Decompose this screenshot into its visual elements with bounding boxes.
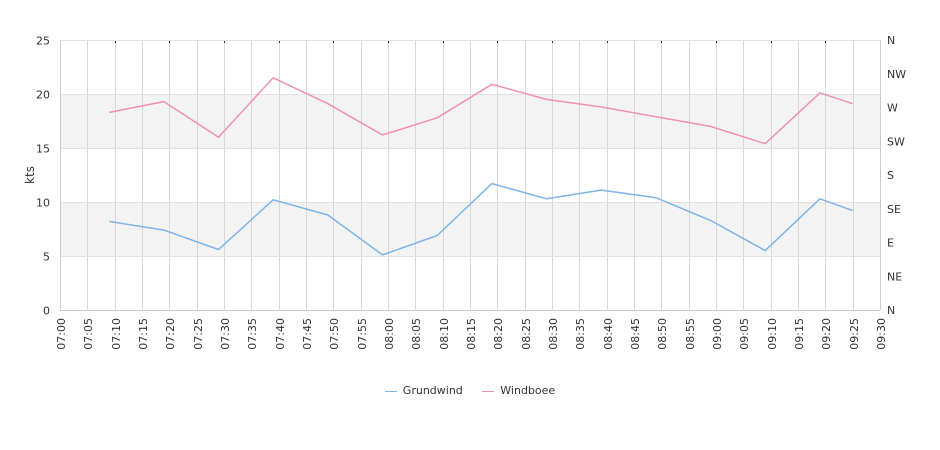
x-tick-label: 08:05	[410, 318, 423, 350]
legend: Grundwind Windboee	[0, 384, 940, 397]
x-tick-label: 09:20	[820, 318, 833, 350]
x-tick-label: 07:10	[110, 318, 123, 350]
y-tick-label: 15	[36, 143, 50, 156]
y-tick-label: 25	[36, 35, 50, 48]
series-line-1	[109, 77, 853, 145]
x-tick-label: 07:00	[55, 318, 68, 350]
series-lines	[109, 77, 853, 256]
legend-label-windboee: Windboee	[500, 384, 556, 397]
x-tick-label: 08:00	[383, 318, 396, 350]
legend-swatch-grundwind	[384, 390, 397, 392]
right-tick-label: SE	[887, 203, 901, 216]
x-tick-label: 07:30	[219, 318, 232, 350]
x-tick-label: 07:15	[137, 318, 150, 350]
y-tick-label: 0	[43, 305, 50, 318]
x-tick-label: 08:10	[438, 318, 451, 350]
x-tick-label: 07:05	[82, 318, 95, 350]
legend-item-windboee[interactable]: Windboee	[482, 384, 555, 397]
x-tick-label: 09:15	[793, 318, 806, 350]
x-tick-label: 08:35	[574, 318, 587, 350]
x-tick-label: 07:45	[301, 318, 314, 350]
y-tick-label: 20	[36, 89, 50, 102]
x-tick-label: 09:00	[711, 318, 724, 350]
x-tick-label: 09:25	[848, 318, 861, 350]
x-tick-label: 07:40	[274, 318, 287, 350]
y-tick-label: 5	[43, 251, 50, 264]
right-tick-label: N	[887, 304, 895, 317]
legend-swatch-windboee	[482, 390, 495, 392]
x-tick-label: 08:30	[547, 318, 560, 350]
vertical-gridlines	[60, 40, 881, 310]
x-tick-label: 08:25	[520, 318, 533, 350]
right-tick-label: N	[887, 34, 895, 47]
right-tick-label: SW	[887, 135, 905, 148]
x-tick-label: 08:45	[629, 318, 642, 350]
x-tick-label: 08:15	[465, 318, 478, 350]
horizontal-gridlines	[60, 40, 881, 311]
right-axis-labels: N NE E SE S SW W NW N	[887, 34, 906, 317]
legend-item-grundwind[interactable]: Grundwind	[384, 384, 463, 397]
x-tick-label: 08:55	[684, 318, 697, 350]
x-tick-label: 09:10	[766, 318, 779, 350]
x-tick-label: 08:20	[492, 318, 505, 350]
right-tick-label: S	[887, 169, 894, 182]
series-line-0	[109, 182, 853, 256]
x-tick-label: 07:20	[164, 318, 177, 350]
x-tick-label: 07:55	[356, 318, 369, 350]
right-tick-label: NE	[887, 270, 902, 283]
x-tick-label: 07:25	[192, 318, 205, 350]
x-tick-label: 07:50	[328, 318, 341, 350]
x-tick-label: 08:50	[656, 318, 669, 350]
right-tick-label: W	[887, 102, 898, 115]
x-tick-label: 09:05	[738, 318, 751, 350]
y-tick-label: 10	[36, 197, 50, 210]
x-tick-label: 08:40	[602, 318, 615, 350]
y-axis-labels: 0 5 10 15 20 25	[36, 35, 50, 318]
x-tick-label: 07:35	[246, 318, 259, 350]
x-tick-label: 09:30	[875, 318, 888, 350]
right-tick-label: NW	[887, 68, 906, 81]
y-axis-title: kts	[23, 166, 37, 184]
right-tick-label: E	[887, 237, 894, 250]
x-axis-labels: 07:00 07:05 07:10 07:15 07:20 07:25 07:30 07:35…	[55, 318, 888, 350]
legend-label-grundwind: Grundwind	[402, 384, 463, 397]
